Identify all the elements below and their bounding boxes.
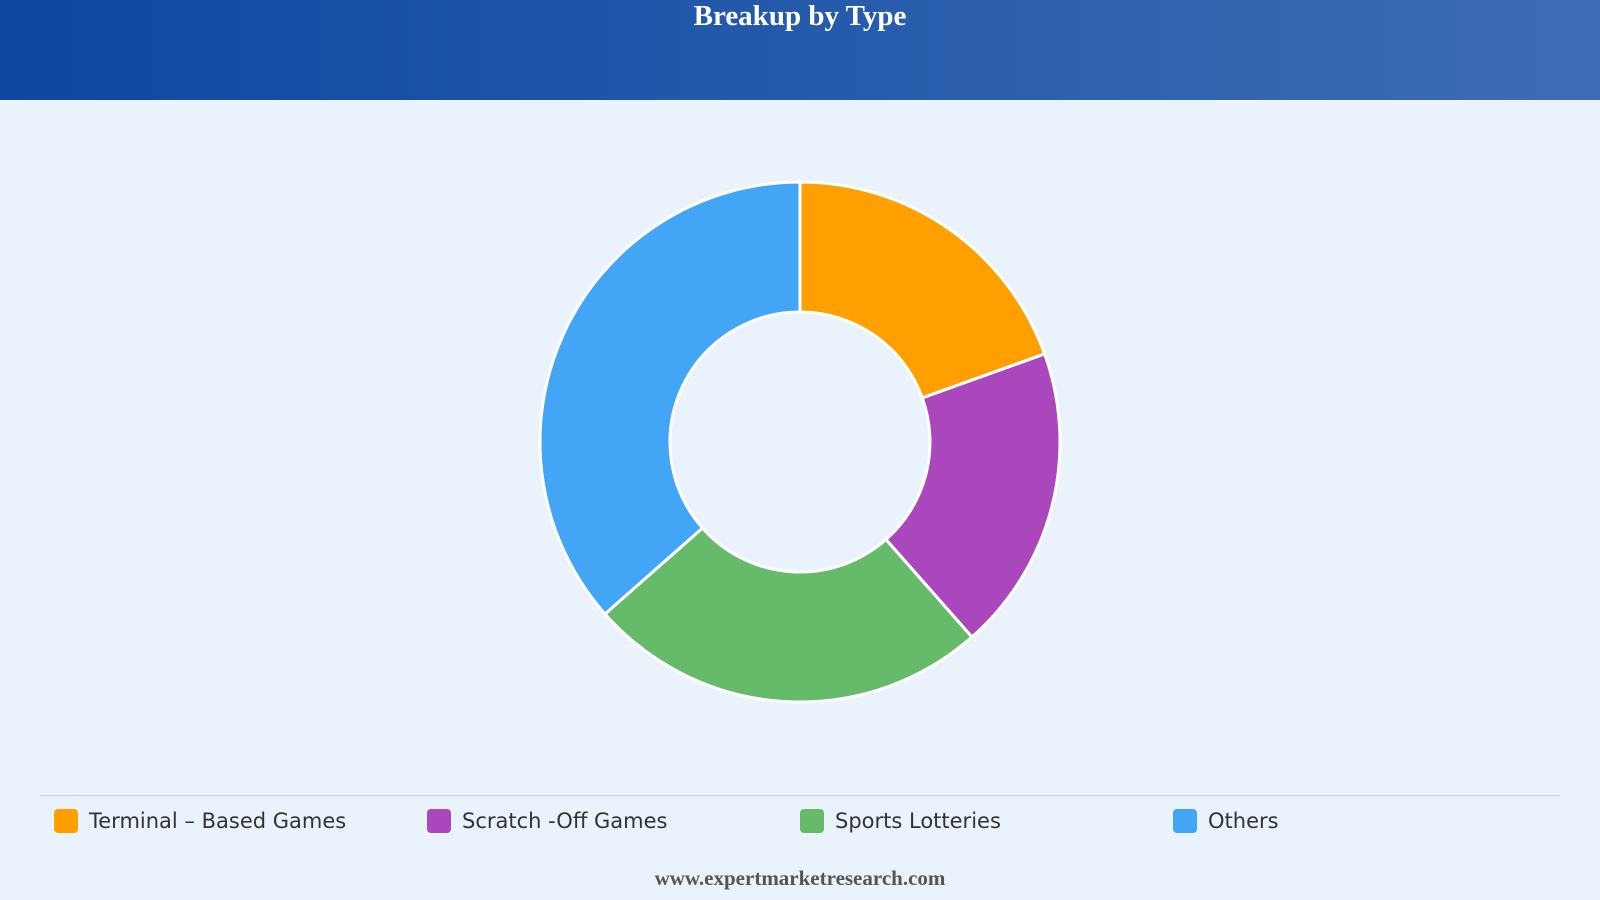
donut-slice xyxy=(538,180,802,617)
legend-label: Others xyxy=(1208,809,1279,833)
legend-swatch xyxy=(1173,809,1197,833)
legend: Terminal – Based Games Scratch -Off Games… xyxy=(54,806,1554,836)
donut-slice xyxy=(798,180,1047,400)
donut-slice xyxy=(602,525,975,704)
legend-label: Terminal – Based Games xyxy=(89,809,347,833)
separator xyxy=(40,795,1560,796)
legend-swatch xyxy=(427,809,451,833)
source: www.expertmarketresearch.com xyxy=(654,866,946,890)
legend-label: Sports Lotteries xyxy=(835,809,1001,833)
legend-item: Terminal – Based Games xyxy=(54,806,346,836)
legend-label: Scratch -Off Games xyxy=(462,809,668,833)
legend-item: Scratch -Off Games xyxy=(427,806,667,836)
header xyxy=(0,0,1600,100)
legend-item: Sports Lotteries xyxy=(800,806,1001,836)
chart-title: Breakup by Type xyxy=(693,0,907,32)
donut-slice xyxy=(883,352,1062,640)
legend-swatch xyxy=(800,809,824,833)
legend-swatch xyxy=(54,809,78,833)
legend-item: Others xyxy=(1173,806,1279,836)
